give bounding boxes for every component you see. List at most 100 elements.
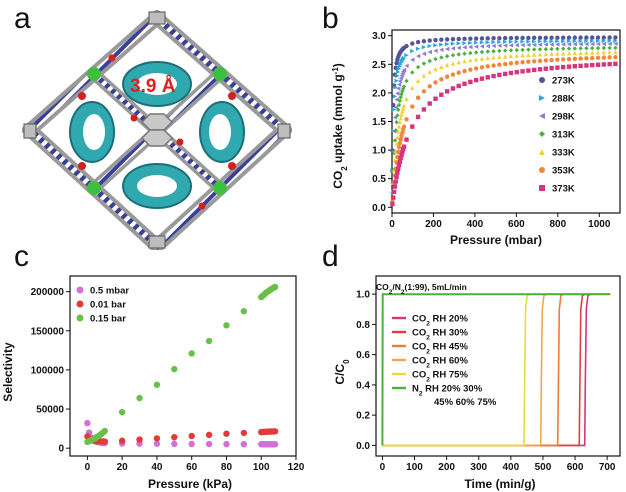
pore-size-label: 3.9 Å xyxy=(130,76,176,97)
chart-c-point xyxy=(223,430,230,437)
chart-b-point xyxy=(508,70,514,76)
chart-b-point xyxy=(444,37,450,42)
chart-b-point xyxy=(531,39,537,44)
chart-b-point xyxy=(601,41,607,47)
chart-b-point xyxy=(393,128,398,133)
chart-b-point xyxy=(572,64,578,69)
chart-b-point xyxy=(427,69,432,75)
chart-b-point xyxy=(394,120,399,125)
chart-b-legend-marker xyxy=(539,149,545,155)
chart-c-xtick-label: 100 xyxy=(253,462,270,473)
chart-b-point xyxy=(607,49,612,55)
chart-b-point xyxy=(394,60,399,66)
chart-b-point xyxy=(572,50,578,56)
chart-b-point xyxy=(485,55,490,61)
chart-b-point xyxy=(526,52,531,58)
chart-b-point xyxy=(398,95,403,100)
chart-b-point xyxy=(555,39,560,44)
chart-b-point xyxy=(531,42,537,47)
chart-b-point xyxy=(549,39,554,44)
chart-b-point xyxy=(526,68,531,73)
chart-b-point xyxy=(595,62,601,67)
panel-letter-a: a xyxy=(14,2,31,35)
chart-b-point xyxy=(479,36,485,41)
chart-b-point xyxy=(485,64,490,69)
chart-b-point xyxy=(456,41,461,46)
chart-b-point xyxy=(439,37,444,42)
chart-b-point xyxy=(526,35,531,41)
chart-b-point xyxy=(439,92,444,97)
chart-b-ytick-label: 0.0 xyxy=(372,203,386,214)
chart-b-point xyxy=(404,78,409,84)
chart-b-legend-label: 273K xyxy=(552,76,575,87)
chart-d-series-line xyxy=(381,293,611,446)
chart-b-point xyxy=(543,39,548,44)
chart-b-point xyxy=(399,91,404,97)
chart-b-point xyxy=(531,47,537,52)
chart-b-point xyxy=(526,42,531,48)
chart-b-point xyxy=(537,47,543,52)
chart-b-point xyxy=(404,117,409,122)
chart-b-point xyxy=(537,35,543,41)
chart-b-point xyxy=(566,56,572,62)
panel-letter-d: d xyxy=(322,240,339,273)
chart-c-point xyxy=(101,438,108,445)
chart-b-point xyxy=(595,41,601,47)
chart-b-point xyxy=(444,46,450,52)
chart-b-point xyxy=(450,46,456,51)
chart-b-point xyxy=(468,57,473,63)
crystal-structure-illustration: 3.9 Å xyxy=(22,10,292,250)
chart-b-point xyxy=(595,35,601,40)
chart-b-point xyxy=(395,154,400,160)
chart-b-point xyxy=(396,69,401,75)
chart-b-point xyxy=(549,65,554,71)
chart-c-point xyxy=(118,437,126,444)
chart-c-frame xyxy=(69,275,297,457)
chart-b-point xyxy=(396,82,402,87)
chart-b-point xyxy=(497,35,502,41)
chart-b-point xyxy=(393,179,398,184)
chart-b-point xyxy=(462,40,467,46)
chart-b-point xyxy=(401,144,407,149)
chart-b-point xyxy=(400,106,406,111)
chart-b-point xyxy=(555,35,560,40)
chart-c-xtick-label: 80 xyxy=(221,462,233,473)
chart-b-point xyxy=(543,46,548,52)
chart-b-point xyxy=(421,89,427,94)
chart-b-point xyxy=(537,42,543,47)
chart-b-point xyxy=(561,64,566,70)
chart-d-xtick-label: 600 xyxy=(567,462,584,473)
chart-b-point xyxy=(572,46,578,51)
chart-b-point xyxy=(543,58,548,63)
chart-b-point xyxy=(566,42,572,47)
chart-b-point xyxy=(502,39,508,45)
chart-b-point xyxy=(566,50,572,56)
oxygen-atoms xyxy=(78,54,236,210)
chart-b-point xyxy=(415,39,421,45)
chart-b-point xyxy=(584,63,589,68)
chart-b-point xyxy=(396,107,401,113)
chart-b-point xyxy=(462,81,467,87)
chart-b-point xyxy=(398,115,403,121)
chart-b-point xyxy=(433,56,438,62)
chart-b-point xyxy=(497,48,502,54)
chart-b-point xyxy=(584,35,589,40)
chart-b-point xyxy=(391,107,397,112)
chart-b-point xyxy=(531,59,537,64)
chart-b-point xyxy=(485,36,490,41)
chart-c-xtick-label: 0 xyxy=(85,462,91,473)
chart-b-point xyxy=(561,38,566,44)
chart-b-point xyxy=(456,70,461,75)
chart-b-point xyxy=(404,43,409,49)
chart-b-legend-label: 373K xyxy=(552,184,575,195)
chart-d-ytick-label: 0.8 xyxy=(356,320,370,331)
chart-b-point xyxy=(433,43,438,48)
chart-b-point xyxy=(601,50,607,55)
chart-d-xtick-label: 400 xyxy=(502,462,519,473)
chart-c-point xyxy=(188,432,195,440)
chart-b-point xyxy=(520,53,525,58)
chart-b-point xyxy=(439,42,444,47)
chart-b-point xyxy=(590,45,595,51)
chart-b-point xyxy=(578,41,583,47)
chart-b-point xyxy=(613,61,618,67)
